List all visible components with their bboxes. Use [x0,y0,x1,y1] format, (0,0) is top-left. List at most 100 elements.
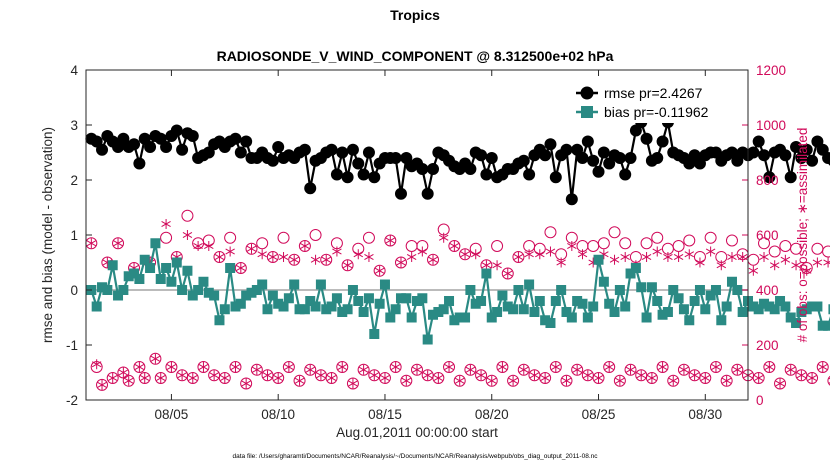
obs-assimilated-point [150,353,161,364]
bias-point [812,301,823,312]
obs-possible-point [245,242,258,255]
y-axis-label-right: # of obs: o=possible; ∗=assimilated [795,128,810,343]
obs-assimilated-point [422,370,433,381]
obs-possible-point [699,372,712,384]
obs-possible-point [304,363,317,376]
bias-point [534,296,545,306]
bias-point [657,309,668,320]
obs-assimilated-point [342,260,353,271]
obs-assimilated-point [769,260,780,271]
rmse-point [346,143,359,156]
obs-assimilated-point [620,252,630,262]
obs-possible-point [704,231,717,244]
obs-possible-point [709,361,722,373]
bias-point [823,320,830,331]
x-tick-label: 08/30 [688,407,722,422]
obs-assimilated-point [374,265,385,276]
y-right-tick-label: 1200 [756,63,786,78]
obs-assimilated-point [241,378,251,389]
obs-assimilated-point [716,260,727,271]
rmse-point [752,135,765,148]
bias-point [684,315,695,326]
obs-possible-point [683,234,696,247]
obs-assimilated-point [695,257,705,268]
bias-point [209,290,220,301]
obs-assimilated-point [476,370,486,381]
rmse-point [517,154,530,167]
obs-possible-point [790,242,803,255]
bias-point [123,271,134,282]
rmse-point [128,138,141,151]
obs-possible-point [485,374,498,387]
bias-point [678,304,689,315]
rmse-point [304,182,317,195]
bias-point [737,307,748,317]
bias-point [235,298,246,309]
bias-point [198,276,209,287]
bias-point [182,265,193,276]
obs-possible-point [373,264,386,277]
bias-point [705,290,716,301]
rmse-point [416,163,429,175]
obs-possible-point [597,237,610,250]
obs-assimilated-point [273,373,283,383]
obs-assimilated-point [155,373,166,383]
obs-possible-point [362,231,375,244]
obs-possible-point [197,361,210,373]
bias-point [273,298,284,309]
obs-possible-point [453,374,466,387]
bias-point [203,287,214,298]
x-tick-label: 08/05 [155,407,189,422]
obs-possible-point [725,234,738,247]
obs-assimilated-point [652,246,662,257]
rmse-point [229,132,242,145]
bias-point [444,296,455,306]
obs-assimilated-point [188,373,198,383]
bias-point [513,285,524,295]
bias-point [305,296,316,306]
bias-point [129,268,140,279]
obs-assimilated-point [390,362,401,372]
obs-assimilated-point [748,265,759,276]
rmse-point [539,149,552,162]
rmse-point [266,154,279,167]
y-right-tick-label: 0 [756,393,764,408]
bias-point [395,293,406,304]
obs-assimilated-point [486,375,497,386]
obs-possible-point [758,237,771,250]
x-tick-label: 08/20 [475,407,509,422]
obs-possible-point [806,372,819,384]
obs-possible-point [624,363,637,376]
obs-assimilated-point [204,241,214,251]
obs-assimilated-point [561,375,572,386]
obs-possible-point [560,374,573,387]
obs-possible-point [603,361,616,373]
obs-possible-point [384,234,397,247]
bias-point [262,304,273,315]
obs-assimilated-point [513,252,524,262]
obs-assimilated-point [785,364,796,375]
rmse-point [186,130,199,142]
rmse-point [464,163,477,175]
x-tick-label: 08/10 [261,407,295,422]
obs-assimilated-point [636,370,646,381]
obs-possible-point [507,374,520,387]
bias-point [145,263,156,273]
bias-point [807,301,818,312]
obs-assimilated-point [91,359,102,370]
obs-assimilated-point [284,362,294,372]
bias-point [289,279,300,290]
obs-possible-point [763,361,776,373]
rmse-point [427,163,440,175]
legend: rmse pr=2.4267 bias pr=-0.11962 [568,83,740,123]
y-left-tick-label: -2 [66,393,78,408]
obs-assimilated-point [268,252,278,262]
obs-possible-point [282,361,295,373]
bias-point [161,263,172,273]
rmse-point [133,157,146,170]
obs-possible-point [250,363,263,376]
obs-possible-point [106,372,119,384]
obs-possible-point [464,363,477,376]
obs-possible-point [539,372,552,384]
data-file-footnote: data file: /Users/gharamti/Documents/NCA… [233,453,599,460]
